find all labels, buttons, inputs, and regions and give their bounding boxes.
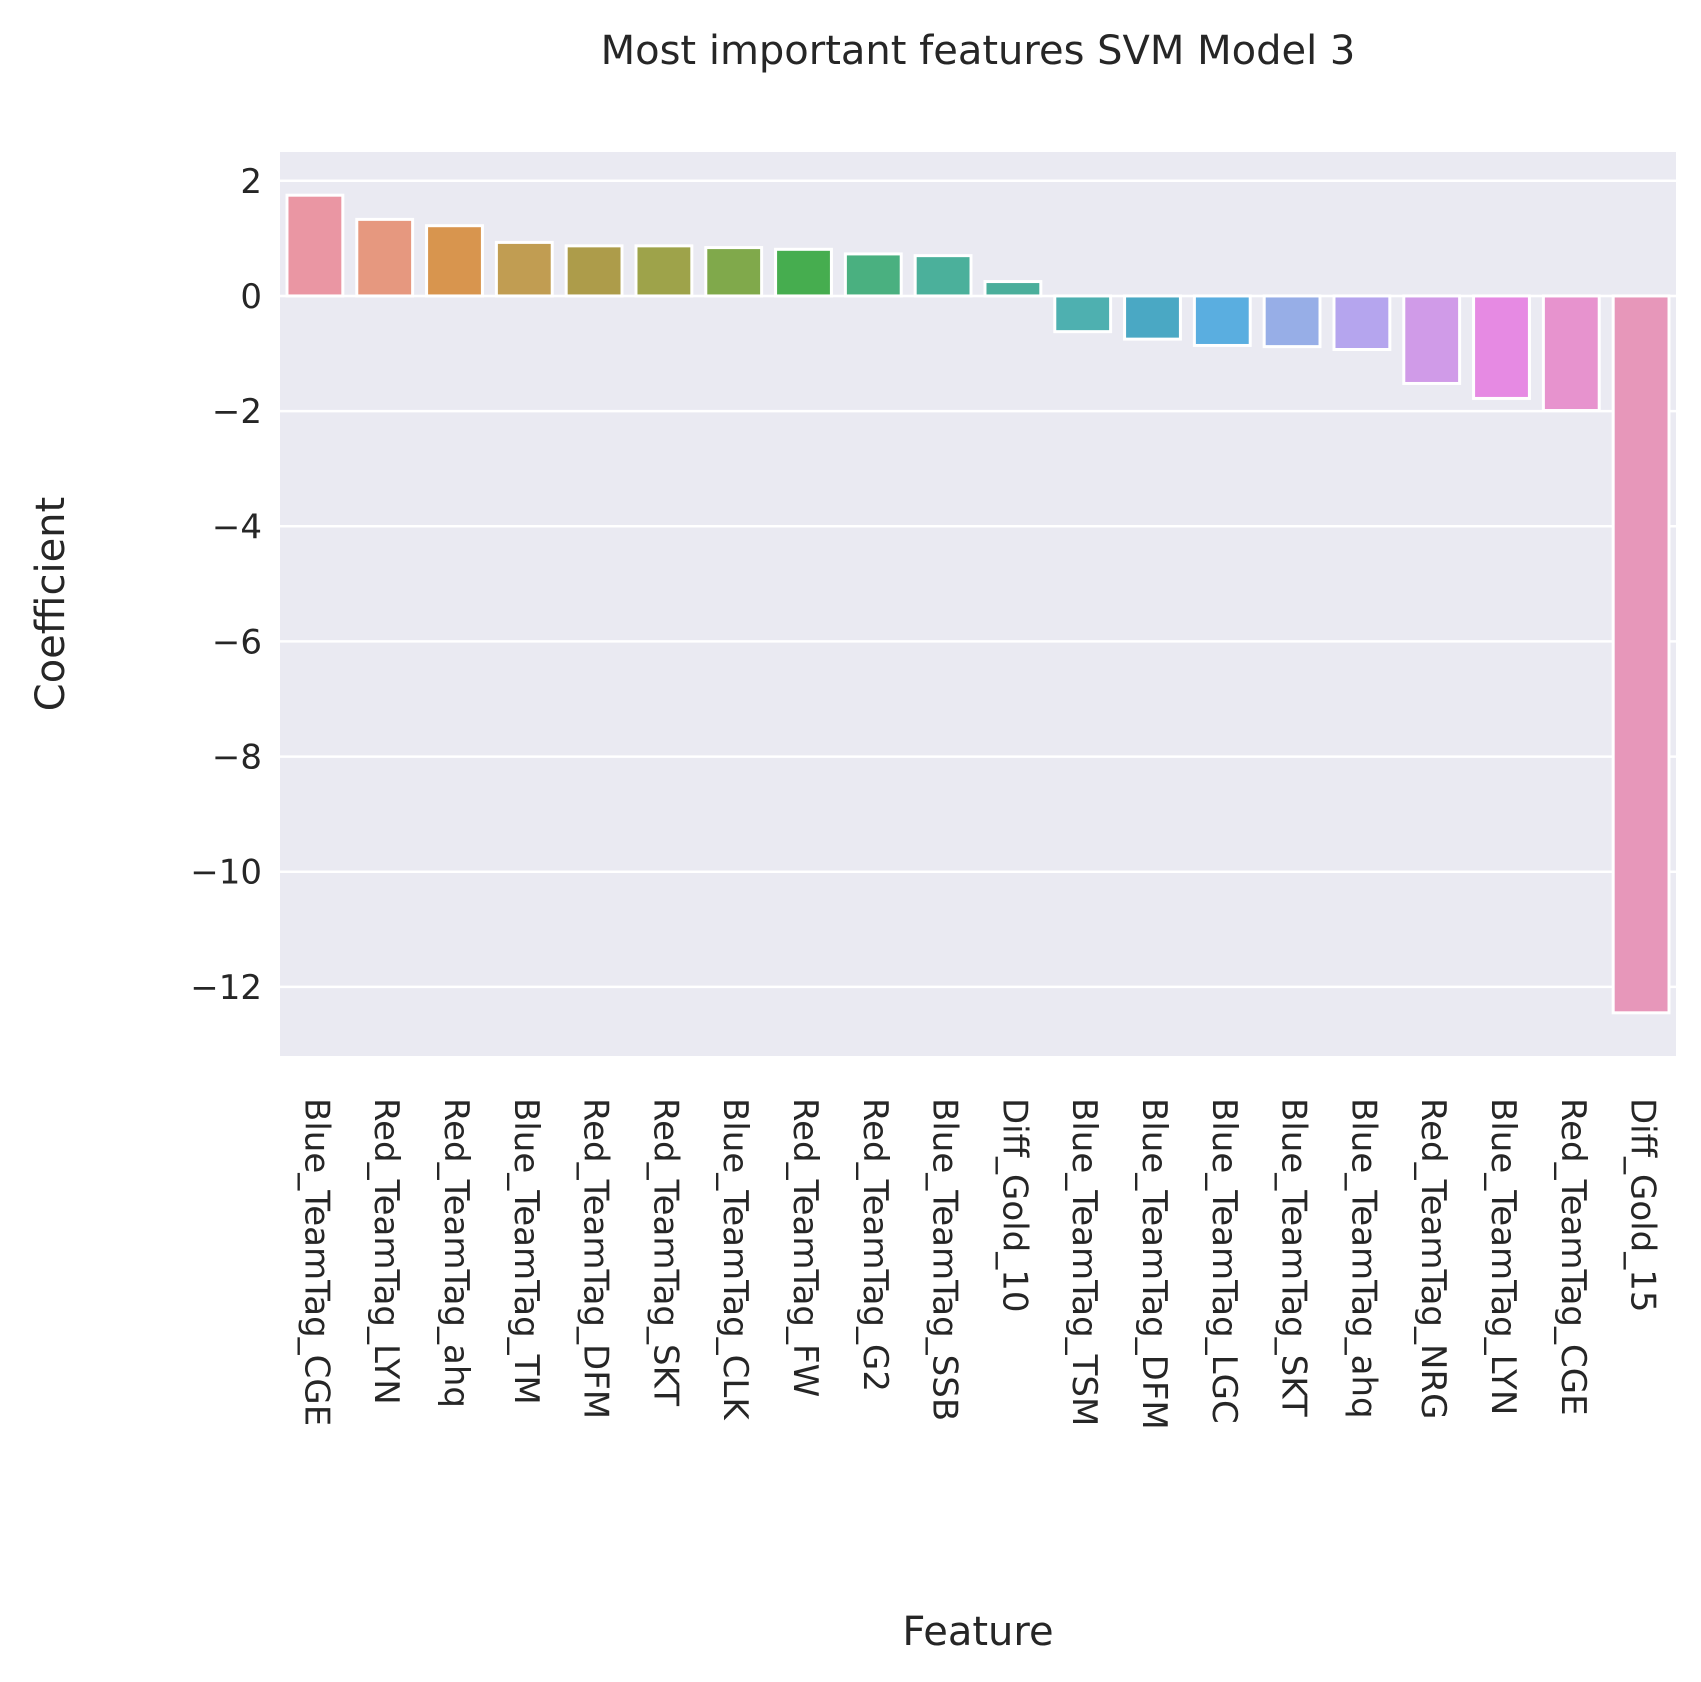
y-tick-label: −2 <box>212 392 262 432</box>
bar <box>285 193 345 298</box>
bar <box>494 240 554 298</box>
x-tick-label: Red_TeamTag_SKT <box>645 1098 685 1406</box>
bar <box>564 244 624 298</box>
x-tick-label: Blue_TeamTag_TM <box>506 1098 546 1405</box>
x-tick-label: Blue_TeamTag_LYN <box>1483 1098 1523 1415</box>
y-tick-label: −6 <box>212 622 262 662</box>
bars <box>285 193 1671 1015</box>
bar <box>425 224 484 298</box>
y-tick-label: −10 <box>190 853 262 893</box>
x-tick-label: Red_TeamTag_ahq <box>436 1098 476 1408</box>
bar <box>1402 294 1462 385</box>
chart-title: Most important features SVM Model 3 <box>601 28 1356 74</box>
x-axis-label: Feature <box>902 1609 1053 1655</box>
bar <box>355 217 415 298</box>
x-tick-label: Red_TeamTag_NRG <box>1413 1098 1453 1419</box>
x-tick-label: Blue_TeamTag_CLK <box>715 1098 755 1421</box>
bar <box>1611 294 1671 1015</box>
x-tick-label: Blue_TeamTag_LGC <box>1204 1098 1244 1424</box>
x-tick-label: Red_TeamTag_G2 <box>855 1098 895 1392</box>
bar <box>704 246 764 298</box>
x-tick-label: Diff_Gold_10 <box>994 1098 1034 1313</box>
y-tick-label: −4 <box>212 507 262 547</box>
x-tick-label: Red_TeamTag_LYN <box>366 1098 406 1405</box>
bar <box>1541 294 1601 413</box>
x-tick-label: Red_TeamTag_DFM <box>576 1098 616 1419</box>
bar <box>1262 294 1322 349</box>
bar <box>1192 294 1252 347</box>
bar <box>1053 294 1113 334</box>
x-tick-label: Blue_TeamTag_SSB <box>925 1098 965 1421</box>
plot-area <box>280 152 1676 1056</box>
y-tick-label: −8 <box>212 738 262 778</box>
x-tick-label: Blue_TeamTag_ahq <box>1343 1098 1383 1419</box>
bar <box>913 254 973 298</box>
bar <box>1123 294 1182 341</box>
bar <box>634 244 694 298</box>
y-axis-label: Coefficient <box>28 497 74 711</box>
y-tick-label: −12 <box>190 968 262 1008</box>
bar <box>983 280 1043 298</box>
bar <box>843 252 903 298</box>
x-tick-label: Red_TeamTag_FW <box>785 1098 825 1397</box>
bar <box>1332 294 1392 351</box>
y-tick-label: 0 <box>240 277 262 317</box>
x-tick-label: Blue_TeamTag_TSM <box>1064 1098 1104 1426</box>
y-tick-label: 2 <box>240 162 262 202</box>
bar <box>1472 294 1531 400</box>
y-tick-labels: 2 0 −2 −4 −6 −8 −10 −12 <box>190 162 262 1008</box>
x-tick-label: Red_TeamTag_CGE <box>1553 1098 1593 1416</box>
x-tick-labels: Blue_TeamTag_CGE Red_TeamTag_LYN Red_TeamT… <box>296 1098 1662 1430</box>
bar <box>774 247 833 298</box>
x-tick-label: Diff_Gold_15 <box>1623 1098 1663 1313</box>
x-tick-label: Blue_TeamTag_SKT <box>1274 1098 1314 1417</box>
x-tick-label: Blue_TeamTag_DFM <box>1134 1098 1174 1430</box>
x-tick-label: Blue_TeamTag_CGE <box>296 1098 336 1426</box>
